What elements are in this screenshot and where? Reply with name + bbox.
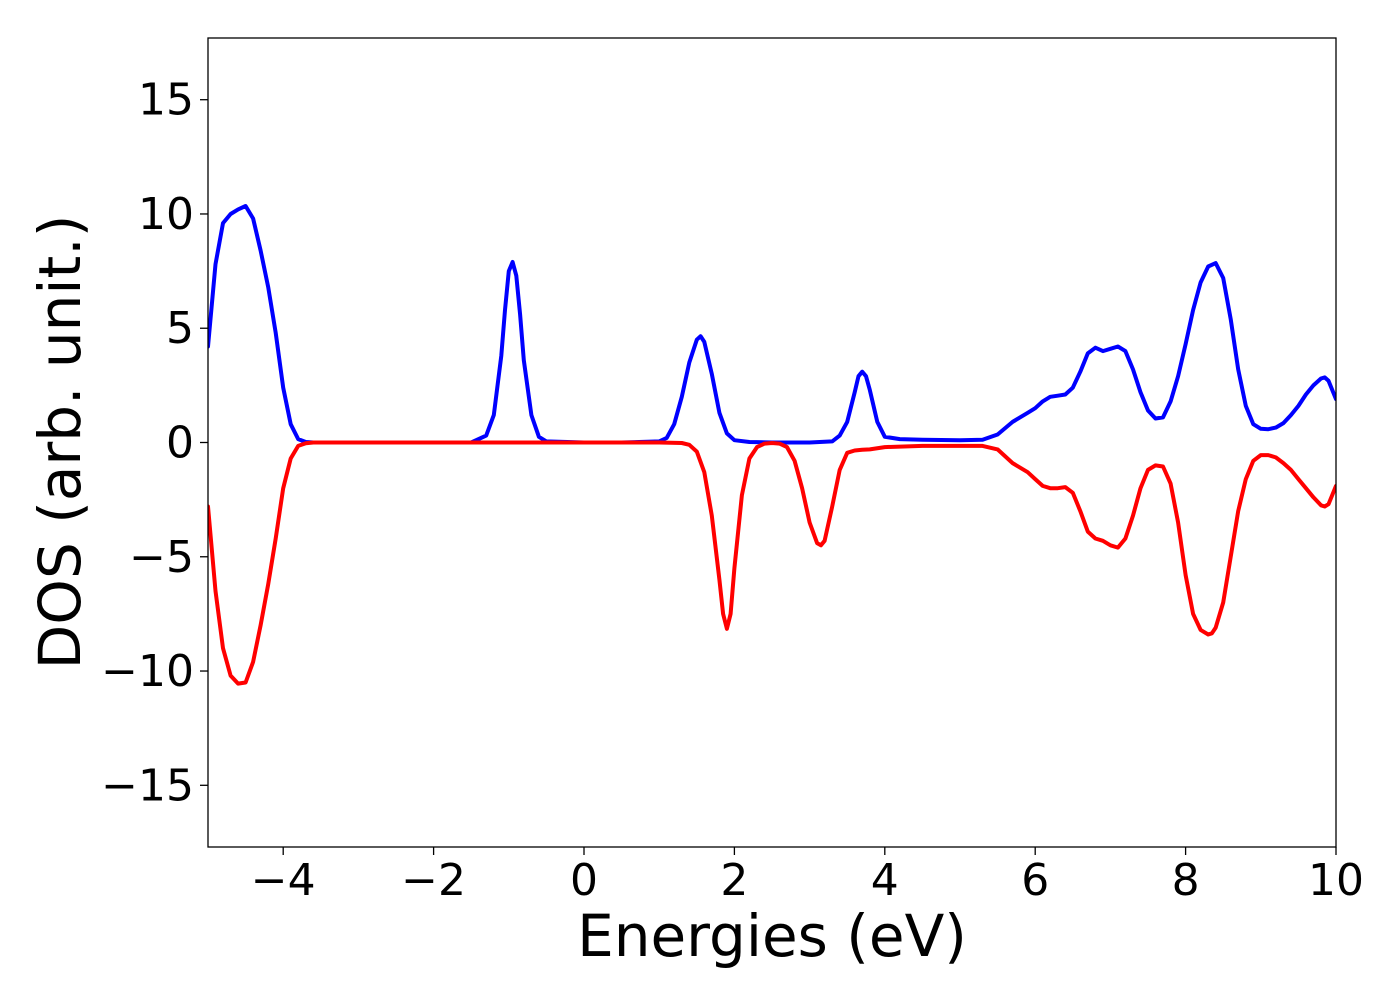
x-tick-label: 6 [1021,855,1049,906]
y-axis-label: DOS (arb. unit.) [26,215,94,670]
x-axis-label: Energies (eV) [577,902,967,970]
y-axis-ticks: 15 10 5 0 −5 −10 −15 [101,75,208,811]
y-tick-label: 5 [166,303,194,354]
y-tick-label: −10 [101,646,194,697]
y-tick-label: −5 [129,532,194,583]
dos-series-negative-line [208,440,1336,686]
y-tick-label: −15 [101,760,194,811]
x-tick-label: 10 [1308,855,1364,906]
y-tick-label: 0 [166,418,194,469]
series-layer [208,204,1336,686]
x-axis-ticks: −4 −2 0 2 4 6 8 10 [251,847,1364,906]
x-tick-label: −2 [401,855,466,906]
x-tick-label: −4 [251,855,316,906]
x-tick-label: 2 [720,855,748,906]
dos-series-positive-line [208,204,1336,445]
y-tick-label: 15 [138,75,194,126]
x-tick-label: 8 [1172,855,1200,906]
y-tick-label: 10 [138,189,194,240]
x-tick-label: 4 [871,855,899,906]
x-tick-label: 0 [570,855,598,906]
